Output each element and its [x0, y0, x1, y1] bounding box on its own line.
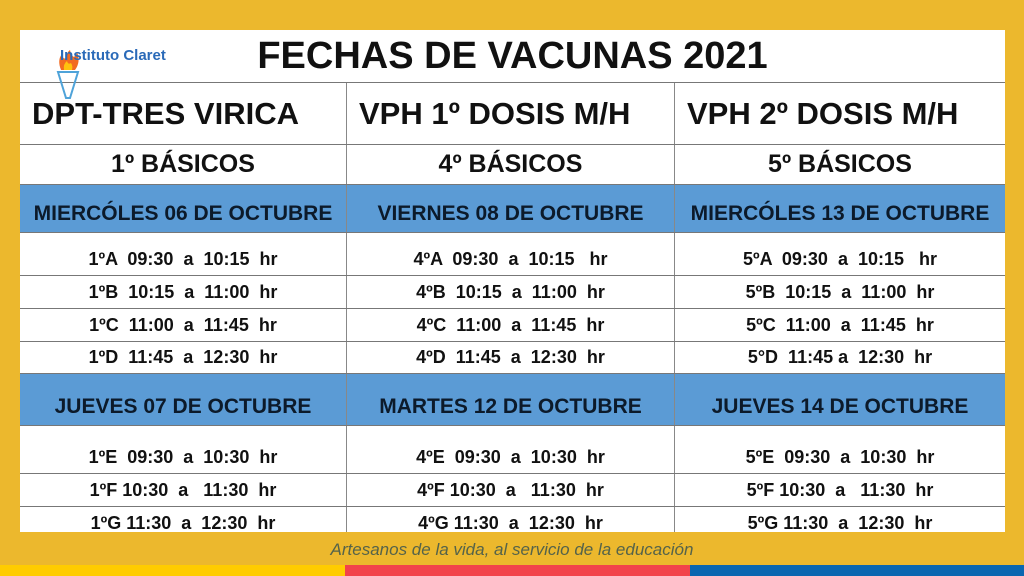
grade-label: 4º BÁSICOS — [347, 145, 675, 184]
time-slot-cell: 1ºF 10:30 a 11:30 hr — [20, 474, 347, 506]
spacer-row — [20, 233, 1005, 243]
day-header-cell: VIERNES 08 DE OCTUBRE — [347, 185, 675, 232]
vaccine-name: VPH 1º DOSIS M/H — [347, 83, 675, 144]
spacer-cell — [20, 233, 347, 243]
time-slot-cell: 5ºB 10:15 a 11:00 hr — [745, 281, 935, 302]
vaccine-name: VPH 2º DOSIS M/H — [687, 95, 959, 131]
day-header-cell: MIERCÓLES 13 DE OCTUBRE — [690, 202, 990, 225]
vaccine-row: DPT-TRES VIRICA VPH 1º DOSIS M/H VPH 2º … — [20, 83, 1005, 145]
spacer-row — [20, 426, 1005, 441]
day-header-cell: MARTES 12 DE OCTUBRE — [347, 374, 675, 425]
instituto-claret-logo: Instituto Claret — [26, 32, 166, 99]
time-slot-row: 1ºB 10:15 a 11:00 hr 4ºB 10:15 a 11:00 hr… — [20, 276, 1005, 309]
time-slot-cell: 5ºE 09:30 a 10:30 hr — [745, 446, 935, 467]
page-title: FECHAS DE VACUNAS 2021 — [257, 35, 768, 77]
footer-slogan: Artesanos de la vida, al servicio de la … — [330, 540, 694, 559]
time-slot-cell: 5ºA 09:30 a 10:15 hr — [742, 248, 937, 269]
time-slot-row: 1ºA 09:30 a 10:15 hr 4ºA 09:30 a 10:15 hr… — [20, 243, 1005, 276]
time-slot-cell: 4ºA 09:30 a 10:15 hr — [347, 243, 675, 275]
torch-icon — [56, 50, 80, 99]
spacer-cell — [347, 233, 675, 243]
vaccine-name: DPT-TRES VIRICA — [20, 83, 347, 144]
time-slot-cell: 1ºB 10:15 a 11:00 hr — [20, 276, 347, 308]
stripe-yellow — [0, 565, 345, 576]
schedule-table: Instituto Claret FECHAS DE VACUNAS 2021 … — [20, 30, 1005, 532]
time-slot-row: 1ºG 11:30 a 12:30 hr 4ºG 11:30 a 12:30 hr… — [20, 507, 1005, 532]
time-slot-cell: 5ºF 10:30 a 11:30 hr — [746, 479, 934, 500]
time-slot-cell: 4ºF 10:30 a 11:30 hr — [347, 474, 675, 506]
time-slot-cell: 1ºG 11:30 a 12:30 hr — [20, 507, 347, 532]
time-slot-cell: 1ºD 11:45 a 12:30 hr — [20, 342, 347, 373]
time-slot-cell: 1ºE 09:30 a 10:30 hr — [20, 441, 347, 473]
day-header-cell: MIERCÓLES 06 DE OCTUBRE — [20, 185, 347, 232]
time-slot-cell: 1ºA 09:30 a 10:15 hr — [20, 243, 347, 275]
time-slot-row: 1ºE 09:30 a 10:30 hr 4ºE 09:30 a 10:30 hr… — [20, 441, 1005, 474]
spacer-cell — [20, 426, 347, 441]
time-slot-row: 1ºC 11:00 a 11:45 hr 4ºC 11:00 a 11:45 hr… — [20, 309, 1005, 342]
title-row: Instituto Claret FECHAS DE VACUNAS 2021 — [20, 30, 1005, 99]
grade-row: 1º BÁSICOS 4º BÁSICOS 5º BÁSICOS — [20, 145, 1005, 185]
time-slot-cell: 1ºC 11:00 a 11:45 hr — [20, 309, 347, 341]
time-slot-cell: 4ºG 11:30 a 12:30 hr — [347, 507, 675, 532]
time-slot-cell: 5ºG 11:30 a 12:30 hr — [747, 512, 933, 533]
spacer-cell — [675, 233, 1005, 243]
time-slot-cell: 5°D 11:45 a 12:30 hr — [747, 347, 933, 367]
time-slot-row: 1ºF 10:30 a 11:30 hr 4ºF 10:30 a 11:30 hr… — [20, 474, 1005, 507]
day-header-row: JUEVES 07 DE OCTUBRE MARTES 12 DE OCTUBRE… — [20, 374, 1005, 426]
stripe-red — [345, 565, 690, 576]
grade-label: 1º BÁSICOS — [20, 145, 347, 184]
time-slot-cell: 4ºE 09:30 a 10:30 hr — [347, 441, 675, 473]
time-slot-cell: 4ºB 10:15 a 11:00 hr — [347, 276, 675, 308]
time-slot-cell: 4ºD 11:45 a 12:30 hr — [347, 342, 675, 373]
grade-label: 5º BÁSICOS — [768, 150, 912, 178]
time-slot-cell: 5ºC 11:00 a 11:45 hr — [746, 314, 934, 335]
time-slot-cell: 4ºC 11:00 a 11:45 hr — [347, 309, 675, 341]
day-header-cell: JUEVES 14 DE OCTUBRE — [711, 395, 969, 418]
spacer-cell — [347, 426, 675, 441]
time-slot-row: 1ºD 11:45 a 12:30 hr 4ºD 11:45 a 12:30 hr… — [20, 342, 1005, 374]
stripe-blue — [690, 565, 1024, 576]
day-header-row: MIERCÓLES 06 DE OCTUBRE VIERNES 08 DE OCT… — [20, 185, 1005, 233]
day-header-cell: JUEVES 07 DE OCTUBRE — [20, 374, 347, 425]
spacer-cell — [675, 426, 1005, 441]
